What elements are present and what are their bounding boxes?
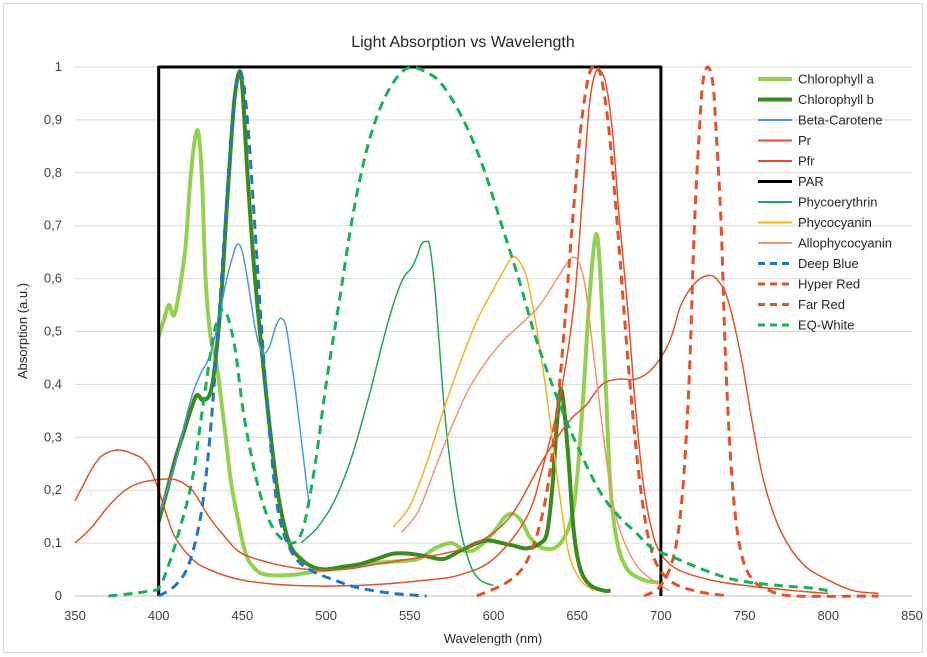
x-tick-label: 700 xyxy=(650,608,672,623)
y-tick-label: 1 xyxy=(55,59,62,74)
y-tick-label: 0,6 xyxy=(44,271,62,286)
legend-label: Allophycocyanin xyxy=(798,236,892,251)
y-tick-label: 0,4 xyxy=(44,376,62,391)
x-tick-label: 600 xyxy=(483,608,505,623)
x-tick-label: 400 xyxy=(148,608,170,623)
chart-frame xyxy=(3,3,923,653)
x-tick-label: 650 xyxy=(566,608,588,623)
series-line-deep-blue xyxy=(157,70,427,598)
series-line-phycoerythrin xyxy=(300,240,494,587)
series-line-pfr xyxy=(74,274,879,595)
y-tick-label: 0,7 xyxy=(44,218,62,233)
series-layer xyxy=(74,63,879,598)
y-axis-label: Absorption (a.u.) xyxy=(15,283,30,379)
x-tick-label: 450 xyxy=(232,608,254,623)
series-line-hyper-red xyxy=(476,63,729,598)
series-line-phycocyanin xyxy=(392,256,595,592)
y-tick-label: 0,9 xyxy=(44,112,62,127)
series-line-chlorophyll-a xyxy=(156,128,662,585)
x-tick-label: 350 xyxy=(64,608,86,623)
legend: Chlorophyll a Chlorophyll b Beta-Carotene P… xyxy=(758,72,892,333)
chart-title: Light Absorption vs Wavelength xyxy=(351,34,575,51)
y-tick-label: 0,1 xyxy=(44,535,62,550)
legend-label: Chlorophyll b xyxy=(798,92,874,107)
legend-label: Deep Blue xyxy=(798,256,859,271)
legend-label: Phycocyanin xyxy=(798,215,872,230)
legend-label: Beta-Carotene xyxy=(798,113,883,128)
y-tick-label: 0,5 xyxy=(44,324,62,339)
y-tick-label: 0,3 xyxy=(44,429,62,444)
x-tick-label: 550 xyxy=(399,608,421,623)
x-tick-label: 850 xyxy=(901,608,923,623)
x-tick-label: 800 xyxy=(817,608,839,623)
series-line-beta-carotene xyxy=(157,243,311,517)
y-tick-label: 0,8 xyxy=(44,165,62,180)
series-line-far-red xyxy=(643,65,879,598)
series-line-allophycocyanin xyxy=(400,256,670,592)
legend-label: Far Red xyxy=(798,297,845,312)
tick-labels: 0 0,1 0,2 0,3 0,4 0,5 0,6 0,7 0,8 0,9 1 350 400 450 50… xyxy=(44,59,923,623)
legend-label: Hyper Red xyxy=(798,277,860,292)
x-tick-label: 500 xyxy=(315,608,337,623)
x-tick-label: 750 xyxy=(734,608,756,623)
y-tick-label: 0,2 xyxy=(44,482,62,497)
series-line-pr xyxy=(74,68,829,595)
legend-label: EQ-White xyxy=(798,318,854,333)
series-line-eq-white xyxy=(108,65,829,598)
legend-label: Chlorophyll a xyxy=(798,72,875,87)
legend-label: PAR xyxy=(798,174,824,189)
legend-label: Pr xyxy=(798,133,812,148)
x-axis-label: Wavelength (nm) xyxy=(444,631,543,646)
gridlines xyxy=(75,66,912,597)
legend-label: Pfr xyxy=(798,154,815,169)
y-tick-label: 0 xyxy=(55,588,62,603)
legend-label: Phycoerythrin xyxy=(798,195,877,210)
